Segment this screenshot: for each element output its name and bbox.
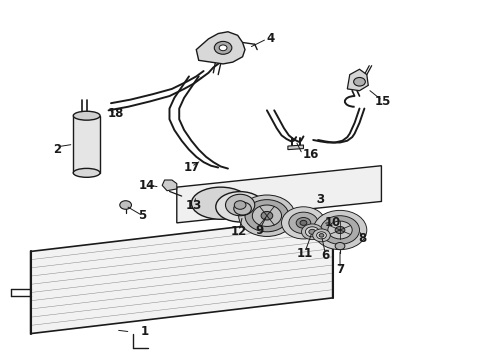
Text: 8: 8: [358, 233, 366, 246]
Circle shape: [313, 229, 330, 242]
Circle shape: [354, 77, 366, 86]
Polygon shape: [196, 32, 245, 64]
Circle shape: [282, 207, 325, 239]
Circle shape: [252, 205, 282, 226]
Circle shape: [313, 210, 367, 249]
Circle shape: [320, 216, 360, 244]
Ellipse shape: [192, 187, 250, 219]
Polygon shape: [162, 180, 177, 191]
Circle shape: [219, 45, 227, 51]
Text: 10: 10: [324, 216, 341, 229]
Text: 17: 17: [183, 161, 199, 174]
Circle shape: [234, 202, 251, 215]
Text: 1: 1: [140, 325, 148, 338]
Ellipse shape: [73, 111, 100, 120]
Circle shape: [309, 229, 316, 234]
Text: 5: 5: [139, 209, 147, 222]
Circle shape: [239, 195, 295, 237]
Polygon shape: [177, 166, 381, 223]
Text: 15: 15: [374, 95, 391, 108]
Circle shape: [319, 234, 324, 237]
Circle shape: [317, 232, 326, 239]
Polygon shape: [73, 116, 100, 173]
Text: 18: 18: [108, 107, 124, 120]
Circle shape: [335, 226, 345, 234]
Circle shape: [300, 220, 307, 225]
Text: 14: 14: [138, 179, 155, 192]
Circle shape: [261, 211, 273, 220]
Polygon shape: [347, 69, 368, 91]
Circle shape: [289, 212, 318, 234]
Circle shape: [225, 194, 255, 216]
Text: 3: 3: [317, 193, 324, 206]
Text: 7: 7: [336, 263, 344, 276]
Text: 4: 4: [267, 32, 275, 45]
Polygon shape: [288, 145, 303, 150]
Circle shape: [234, 201, 246, 209]
Text: 12: 12: [231, 225, 247, 238]
Circle shape: [120, 201, 131, 209]
Text: 2: 2: [53, 143, 61, 156]
Text: 6: 6: [321, 248, 329, 261]
Text: 9: 9: [255, 224, 264, 237]
Circle shape: [296, 217, 311, 228]
Text: 11: 11: [297, 247, 313, 260]
Circle shape: [245, 200, 289, 232]
Circle shape: [305, 227, 319, 237]
Circle shape: [301, 224, 323, 240]
Circle shape: [335, 243, 345, 249]
Circle shape: [214, 41, 232, 54]
Ellipse shape: [216, 192, 265, 222]
Text: 13: 13: [186, 198, 202, 212]
Polygon shape: [30, 216, 333, 334]
Circle shape: [328, 221, 352, 239]
Text: 16: 16: [302, 148, 319, 162]
Ellipse shape: [73, 168, 100, 177]
